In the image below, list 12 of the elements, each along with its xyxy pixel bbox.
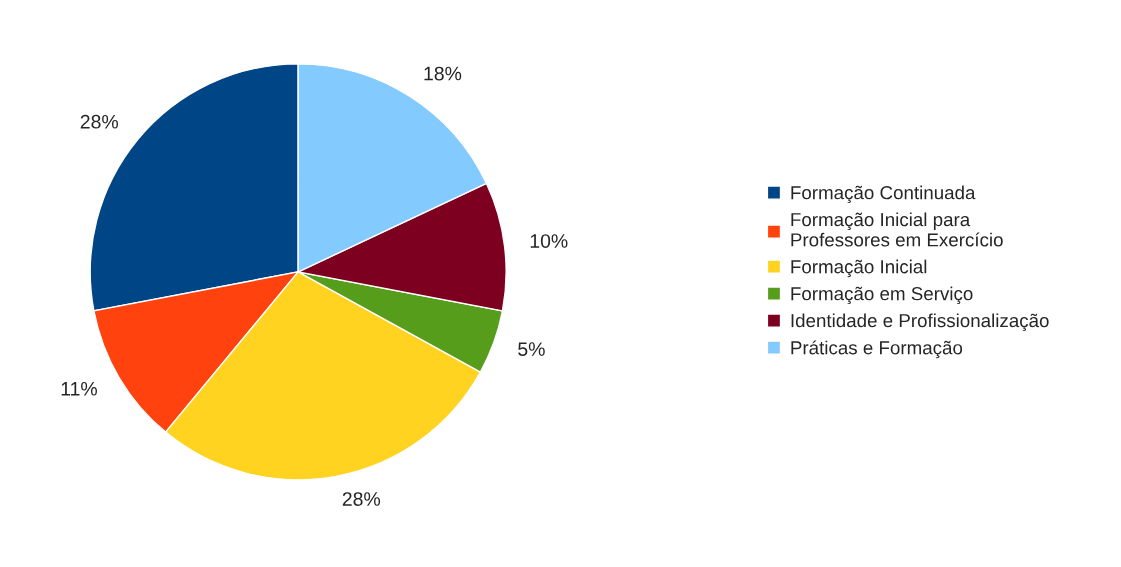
legend-label: Formação Inicial [791, 259, 927, 278]
legend-label: Identidade e Profissionalização [791, 313, 1049, 332]
legend-label: Formação Continuada [791, 185, 976, 204]
data-label: 18% [424, 66, 462, 81]
data-label: 5% [518, 342, 545, 356]
legend-label: Práticas e Formação [791, 340, 963, 359]
data-label: 11% [61, 381, 97, 396]
legend-label: Formação em Serviço [791, 286, 973, 305]
legend-label: Formação Inicial para Professores em Exercício [791, 212, 1003, 247]
data-label: 28% [342, 492, 381, 506]
data-label: 28% [80, 114, 119, 129]
data-label: 10% [530, 234, 568, 248]
